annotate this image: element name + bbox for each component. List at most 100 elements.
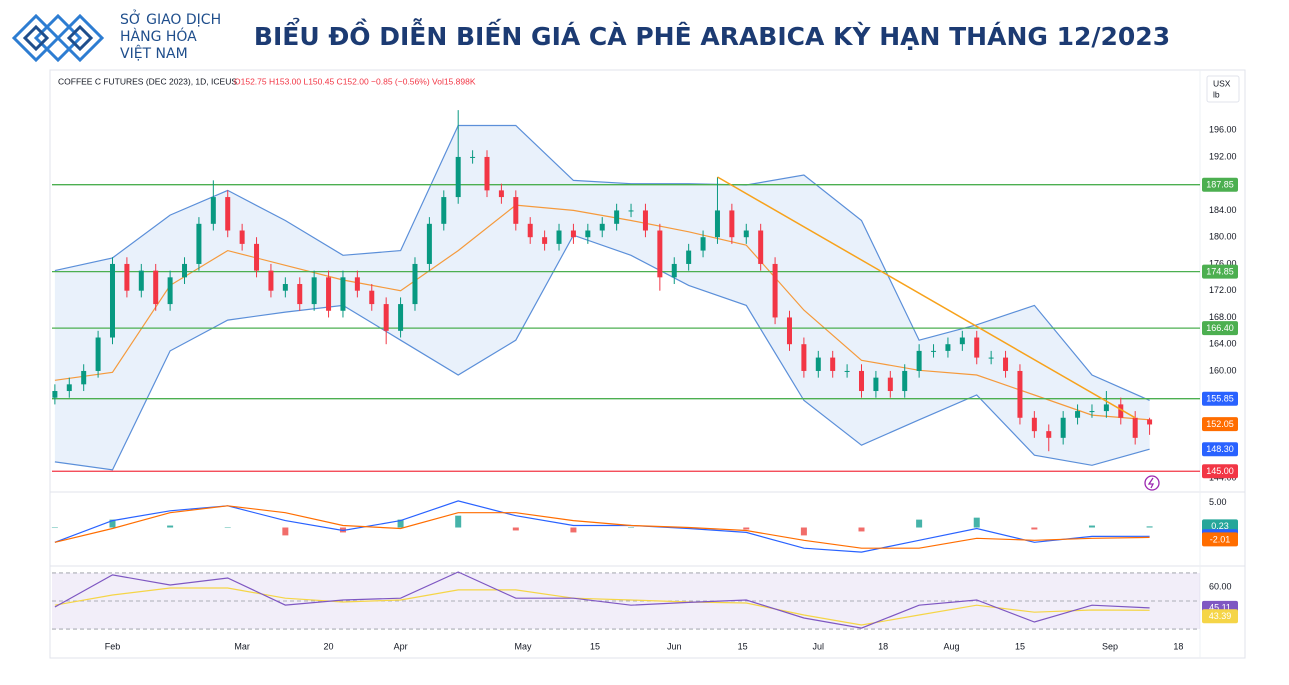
y-tick-label: 160.00 xyxy=(1209,365,1237,375)
candle-body xyxy=(124,263,130,291)
x-tick-label: Apr xyxy=(394,641,408,651)
candle-body xyxy=(138,270,144,291)
candle-body xyxy=(1118,404,1124,418)
candle-body xyxy=(1132,417,1138,438)
candle-body xyxy=(916,350,922,371)
x-tick-label: Jul xyxy=(813,641,825,651)
histogram-bar xyxy=(1146,526,1153,528)
histogram-bar xyxy=(800,527,807,536)
candle-body xyxy=(758,230,764,264)
candle-body xyxy=(153,270,159,305)
histogram-bar xyxy=(858,527,865,532)
level-label-box xyxy=(1202,177,1238,192)
y-tick-label: 176.00 xyxy=(1209,258,1237,268)
price-label: 152.05 xyxy=(1206,419,1234,429)
org-name: HÀNG HÓA xyxy=(120,27,197,45)
rsi-line xyxy=(54,571,1150,629)
histogram-bar xyxy=(109,519,116,528)
candle-body xyxy=(311,277,317,305)
candle-body xyxy=(182,263,188,278)
candle-body xyxy=(772,263,778,318)
candle-body xyxy=(513,197,519,224)
y-tick-label: 180.00 xyxy=(1209,232,1237,242)
candle-body xyxy=(441,197,447,224)
level-label-box xyxy=(1202,391,1238,406)
histogram-bar xyxy=(167,525,174,528)
candle-body xyxy=(945,344,951,351)
candle-body xyxy=(210,197,216,224)
logo xyxy=(11,13,105,63)
candle-body xyxy=(297,284,303,305)
x-tick-label: 15 xyxy=(738,641,748,651)
candle-body xyxy=(1103,404,1109,412)
level-label: 174.85 xyxy=(1206,267,1234,277)
candle-body xyxy=(95,337,101,371)
candle-body xyxy=(498,190,504,198)
candle-body xyxy=(455,156,461,198)
level-label-box xyxy=(1202,321,1238,336)
histogram-bar xyxy=(973,517,980,528)
x-tick-label: 20 xyxy=(324,641,334,651)
candle-body xyxy=(714,210,720,238)
y-tick-label: 184.00 xyxy=(1209,205,1237,215)
candle-body xyxy=(642,210,648,231)
chart-subtitle: O152.75 H153.00 L150.45 C152.00 −0.85 (−… xyxy=(234,76,476,86)
candle-body xyxy=(700,237,706,251)
candle-body xyxy=(527,223,533,238)
x-tick-label: Mar xyxy=(234,641,250,651)
candle-body xyxy=(239,230,245,244)
candle-body xyxy=(556,230,562,244)
y-tick-label: 172.00 xyxy=(1209,285,1237,295)
candle-body xyxy=(1003,357,1009,371)
value-label: -2.01 xyxy=(1210,534,1231,544)
macd-line xyxy=(54,505,1150,549)
y-tick-label: 5.00 xyxy=(1209,497,1227,507)
candle-body xyxy=(959,337,965,345)
candle-body xyxy=(786,317,792,345)
candle-body xyxy=(801,344,807,371)
histogram-bar xyxy=(570,527,577,533)
x-tick-label: 15 xyxy=(590,641,600,651)
x-tick-label: Feb xyxy=(105,641,121,651)
candle-body xyxy=(599,223,605,231)
candle-body xyxy=(844,370,850,372)
candle-body xyxy=(585,230,591,238)
unit-label: USX xyxy=(1213,78,1231,88)
alert-icon xyxy=(1147,477,1155,489)
candle-body xyxy=(326,277,332,311)
org-name: VIỆT NAM xyxy=(120,44,188,62)
value-label: 0.23 xyxy=(1211,521,1229,531)
candle-body xyxy=(743,230,749,238)
candle-body xyxy=(254,243,260,271)
candle-body xyxy=(1147,419,1153,425)
candle-body xyxy=(81,370,87,385)
candle-body xyxy=(628,210,634,212)
chart-frame xyxy=(49,69,1246,659)
x-tick-label: Jun xyxy=(667,641,682,651)
page-title: BIỂU ĐỒ DIỄN BIẾN GIÁ CÀ PHÊ ARABICA KỲ … xyxy=(254,17,1170,51)
candle-body xyxy=(1046,431,1052,438)
histogram-bar xyxy=(455,515,462,528)
y-tick-label: 168.00 xyxy=(1209,312,1237,322)
histogram-bar xyxy=(743,527,750,530)
histogram-bar xyxy=(628,527,635,529)
price-label: 148.30 xyxy=(1206,444,1234,454)
x-tick-label: Aug xyxy=(944,641,960,651)
candle-body xyxy=(196,223,202,264)
candle-body xyxy=(902,370,908,392)
candle-body xyxy=(614,210,620,224)
candle-body xyxy=(1075,411,1081,418)
candle-body xyxy=(340,277,346,311)
candle-body xyxy=(815,357,821,371)
histogram-bar xyxy=(51,527,58,529)
candle-body xyxy=(988,357,994,359)
histogram-bar xyxy=(916,519,923,528)
candle-body xyxy=(354,277,360,291)
histogram-bar xyxy=(512,527,519,531)
x-tick-label: Sep xyxy=(1102,641,1118,651)
candle-body xyxy=(974,337,980,358)
level-label: 155.85 xyxy=(1206,394,1234,404)
trendline xyxy=(717,176,1136,419)
